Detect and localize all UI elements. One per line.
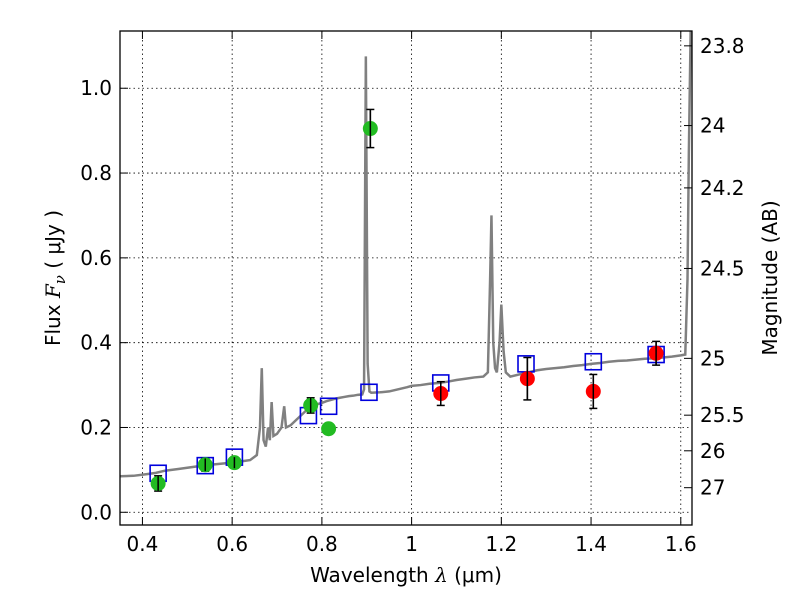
- y2-tick-label: 24.5: [700, 256, 745, 280]
- spectrum-line: [120, 31, 692, 478]
- axis-ticks: 0.4 0.6 0.8 1 1.2 1.4 1.6 0.0 0.2 0.4 0.6 0.8 1.0 23.…: [80, 31, 745, 556]
- model-photometry-point: [319, 397, 338, 416]
- y-tick-label: 0.6: [80, 246, 112, 270]
- x-tick-label: 1.2: [485, 532, 517, 556]
- y-axis-label: Flux Fν ( μJy ): [41, 210, 69, 346]
- y2-tick-label: 24.2: [700, 176, 745, 200]
- x-tick-label: 0.4: [127, 532, 159, 556]
- markers-layer: [149, 108, 665, 492]
- y2-tick-label: 23.8: [700, 34, 745, 58]
- spectrum-layer: [120, 31, 692, 478]
- y2-tick-label: 25.5: [700, 403, 745, 427]
- plot-background: [120, 31, 692, 525]
- plot-frame: [119, 30, 693, 526]
- x-tick-label: 1: [405, 532, 418, 556]
- y2-tick-label: 24: [700, 114, 725, 138]
- model-photometry-point: [360, 383, 378, 402]
- x-tick-label: 1.4: [575, 532, 607, 556]
- y2-tick-label: 25: [700, 346, 725, 370]
- y-tick-label: 0.2: [80, 415, 112, 439]
- y2-axis-label: Magnitude (AB): [758, 200, 782, 355]
- y-tick-label: 1.0: [80, 76, 112, 100]
- y-tick-label: 0.4: [80, 331, 112, 355]
- x-tick-label: 0.8: [306, 532, 338, 556]
- y-tick-label: 0.8: [80, 161, 112, 185]
- grid: [120, 31, 692, 525]
- x-axis-label: Wavelength λ (μm): [310, 563, 502, 587]
- x-tick-label: 0.6: [216, 532, 248, 556]
- y-tick-label: 0.0: [80, 500, 112, 524]
- model-photometry-point: [584, 352, 603, 371]
- y2-tick-label: 27: [700, 476, 725, 500]
- y2-tick-label: 26: [700, 439, 725, 463]
- x-tick-label: 1.6: [665, 532, 697, 556]
- observed-point: [321, 421, 337, 437]
